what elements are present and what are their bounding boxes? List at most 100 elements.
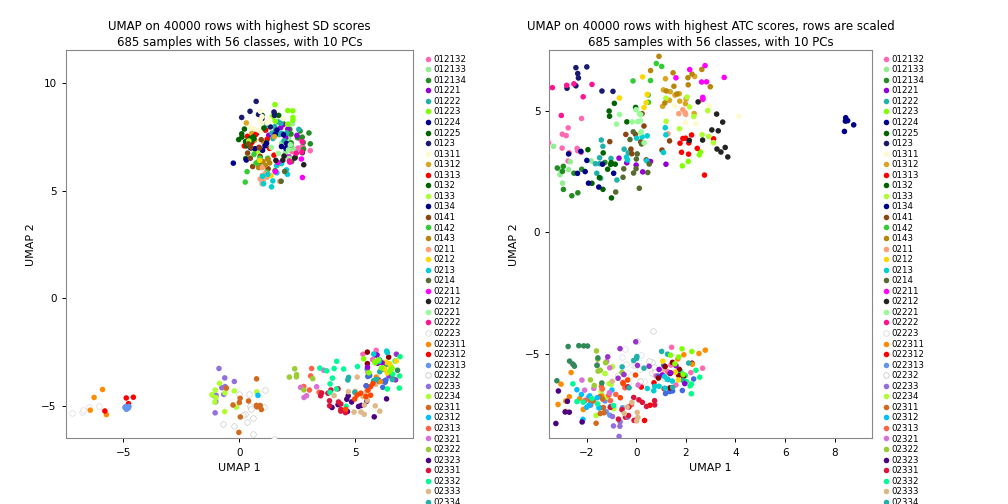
Point <box>378 376 394 384</box>
Point <box>684 360 701 368</box>
Point <box>615 380 631 388</box>
Point <box>620 413 636 421</box>
Point <box>573 147 589 155</box>
Point <box>287 149 303 157</box>
Point <box>284 116 300 124</box>
Point <box>267 126 283 134</box>
Point <box>267 117 283 125</box>
Point <box>255 177 271 185</box>
Point <box>244 130 260 138</box>
Point <box>579 63 595 71</box>
Point <box>236 125 252 133</box>
Point <box>611 94 627 102</box>
Point <box>239 142 255 150</box>
Point <box>244 139 260 147</box>
Point <box>269 161 285 169</box>
Point <box>312 392 329 400</box>
Point <box>632 117 648 125</box>
Point <box>208 398 224 406</box>
Point <box>118 394 134 402</box>
Point <box>569 398 585 406</box>
Point <box>279 120 295 128</box>
Point <box>594 136 610 144</box>
Point <box>254 114 270 122</box>
Point <box>259 168 275 176</box>
Point <box>353 408 369 416</box>
Point <box>266 151 282 159</box>
Point <box>519 119 535 128</box>
Point <box>571 74 587 82</box>
Point <box>667 368 683 376</box>
Point <box>270 159 286 167</box>
Point <box>677 110 694 118</box>
Point <box>580 146 596 154</box>
Point <box>677 119 694 127</box>
Point <box>629 408 645 416</box>
Point <box>570 147 586 155</box>
Point <box>280 134 296 142</box>
Point <box>634 133 650 141</box>
Point <box>369 351 385 359</box>
Point <box>674 345 690 353</box>
Point <box>587 382 603 390</box>
Point <box>633 140 649 148</box>
Point <box>253 136 269 144</box>
Point <box>270 118 286 126</box>
Point <box>363 383 379 391</box>
Point <box>661 137 677 145</box>
Point <box>626 394 642 402</box>
Point <box>609 120 625 128</box>
Point <box>672 139 688 147</box>
Point <box>254 120 270 128</box>
Point <box>603 403 619 411</box>
Point <box>277 134 293 142</box>
Point <box>330 385 346 393</box>
Point <box>690 349 707 357</box>
Point <box>629 337 645 345</box>
Point <box>355 392 371 400</box>
Point <box>308 383 325 391</box>
Point <box>655 86 671 94</box>
Point <box>231 428 247 436</box>
Point <box>283 147 299 155</box>
Point <box>295 145 311 153</box>
Point <box>616 165 632 173</box>
Point <box>590 354 606 362</box>
Point <box>269 169 285 177</box>
Point <box>285 145 301 153</box>
Point <box>658 94 674 102</box>
Point <box>284 120 300 128</box>
Point <box>120 400 136 408</box>
Point <box>626 416 642 424</box>
Point <box>277 148 293 156</box>
Point <box>633 128 649 136</box>
Point <box>267 130 283 138</box>
Point <box>698 346 714 354</box>
Point <box>554 167 571 175</box>
Point <box>701 133 717 141</box>
Point <box>583 396 599 404</box>
Point <box>379 385 395 393</box>
Point <box>379 347 395 355</box>
Point <box>360 363 376 371</box>
Point <box>608 188 624 196</box>
Point <box>656 385 672 393</box>
Point <box>353 401 369 409</box>
Point <box>604 377 620 386</box>
Point <box>254 113 270 121</box>
Point <box>678 377 695 386</box>
Point <box>275 115 291 123</box>
Point <box>560 150 577 158</box>
Point <box>256 403 272 411</box>
Point <box>838 114 854 122</box>
Point <box>254 172 270 180</box>
Point <box>560 157 577 165</box>
Point <box>257 138 273 146</box>
Point <box>593 174 609 182</box>
Point <box>681 103 698 111</box>
Point <box>289 132 305 140</box>
Point <box>260 155 276 163</box>
Point <box>594 383 610 391</box>
Point <box>550 400 566 408</box>
Point <box>389 366 405 374</box>
